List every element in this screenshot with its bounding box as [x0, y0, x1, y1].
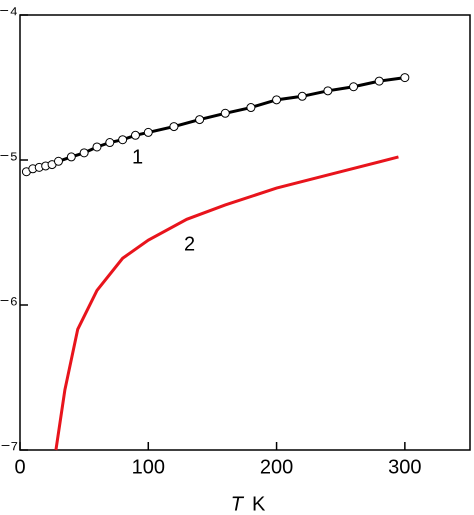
data-point	[118, 135, 128, 145]
y-tick-label: 10⁻⁴	[0, 3, 18, 25]
data-point	[130, 130, 140, 140]
annotation: 1	[132, 146, 143, 168]
series-line	[25, 76, 406, 174]
data-point	[400, 73, 410, 83]
data-point	[105, 138, 115, 148]
data-point	[272, 95, 282, 105]
x-tick-label: 100	[132, 456, 165, 478]
data-point	[374, 76, 384, 86]
data-point	[349, 82, 359, 92]
x-tick-label: 0	[14, 456, 25, 478]
data-point	[220, 108, 230, 118]
y-tick-label: 10⁻⁶	[0, 293, 18, 315]
data-point	[53, 156, 63, 166]
data-point	[323, 86, 333, 96]
plot-frame	[19, 14, 471, 451]
y-tick-label: 10⁻⁵	[0, 148, 18, 170]
x-axis-unit: K	[252, 493, 266, 515]
data-point	[79, 148, 89, 158]
data-point	[195, 115, 205, 125]
x-tick-label: 200	[260, 456, 293, 478]
data-point	[169, 122, 179, 132]
annotation: 2	[184, 233, 195, 255]
data-point	[66, 152, 76, 162]
data-point	[297, 91, 307, 101]
data-point	[92, 142, 102, 152]
data-point	[143, 127, 153, 137]
data-point	[246, 103, 256, 113]
series-line	[54, 155, 399, 451]
x-axis-symbol: T	[231, 493, 245, 515]
x-tick-label: 300	[388, 456, 421, 478]
y-tick-label: 10⁻⁷	[0, 438, 18, 460]
